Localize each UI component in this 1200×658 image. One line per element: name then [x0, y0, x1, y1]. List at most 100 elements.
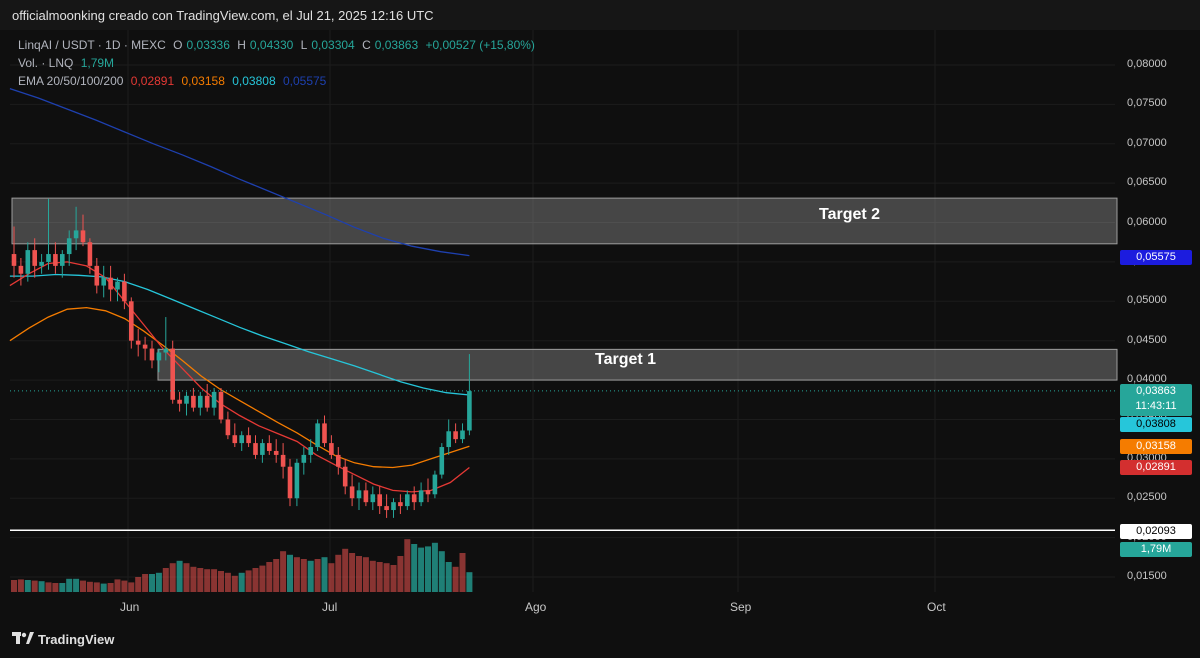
legend-volume: Vol. · LNQ 1,79M — [18, 56, 118, 70]
volume-bar — [80, 580, 86, 592]
volume-bar — [300, 559, 307, 592]
chart-header: officialmoonking creado con TradingView.… — [0, 0, 1200, 30]
volume-bar — [211, 569, 218, 592]
legend-change: +0,00527 (+15,80%) — [425, 38, 535, 52]
legend-ema200: 0,05575 — [282, 74, 327, 88]
candles — [11, 198, 472, 518]
volume-bar — [418, 547, 425, 592]
volume-bar — [314, 559, 321, 592]
candle-body — [432, 474, 438, 495]
volume-bar — [24, 580, 31, 592]
legend-ema20: 0,02891 — [130, 74, 175, 88]
legend-vol-value: 1,79M — [80, 56, 115, 70]
volume-bar — [11, 580, 17, 592]
candle-body — [198, 395, 203, 408]
legend-ema-label: EMA 20/50/100/200 — [18, 74, 124, 88]
volume-bar — [245, 570, 252, 592]
candle-body — [239, 435, 244, 444]
candle-body — [246, 435, 251, 444]
candle-body — [308, 447, 313, 455]
volume-bar — [273, 559, 280, 592]
volume-bar — [404, 539, 411, 592]
tradingview-footer[interactable]: TradingView — [12, 632, 114, 647]
volume-bar — [342, 548, 349, 592]
volume-bar — [397, 556, 404, 592]
volume-bar — [452, 566, 459, 592]
volume-bar — [135, 577, 142, 592]
volume-bar — [445, 562, 452, 592]
y-tick-label: 0,07000 — [1127, 136, 1167, 149]
candle-body — [398, 502, 403, 507]
volume-tag: 1,79M — [1120, 542, 1192, 557]
candle-body — [122, 281, 127, 302]
candle-body — [391, 502, 396, 511]
volume-bar — [369, 560, 376, 592]
volume-bar — [100, 583, 107, 592]
legend-l-value: 0,03304 — [311, 38, 355, 52]
volume-bar — [231, 575, 238, 592]
candle-body — [273, 450, 279, 455]
candle-body — [349, 486, 355, 499]
legend-vol-label: Vol. · LNQ — [18, 56, 74, 70]
volume-bar — [362, 557, 369, 592]
volume-bar — [38, 581, 45, 592]
candle-body — [411, 494, 417, 503]
volume-bar — [142, 574, 149, 592]
candle-body — [108, 277, 113, 290]
y-tick-label: 0,05000 — [1127, 294, 1167, 307]
candle-body — [191, 395, 196, 408]
candle-body — [460, 430, 465, 440]
candle-body — [453, 431, 458, 440]
volume-bar — [176, 560, 183, 592]
footer-brand: TradingView — [38, 632, 115, 647]
candle-body — [301, 454, 307, 463]
volume-bar — [114, 579, 121, 592]
legend-symbol: LinqAI / USDT · 1D · MEXC — [18, 38, 166, 52]
volume-bar — [190, 566, 197, 592]
volume-bar — [155, 572, 162, 592]
candle-body — [260, 443, 265, 455]
volume-bar — [425, 546, 431, 592]
candle-body — [163, 348, 169, 353]
candle-body — [467, 391, 472, 431]
ema100-price-tag: 0,03808 — [1120, 417, 1192, 432]
ema50-price-tag: 0,03158 — [1120, 439, 1192, 454]
grid — [10, 30, 1115, 592]
y-tick-label: 0,02500 — [1127, 491, 1167, 504]
volume-bar — [52, 583, 59, 592]
volume-bar — [128, 582, 135, 592]
x-tick-label: Sep — [730, 600, 752, 614]
candle-body — [170, 348, 175, 400]
volume-bar — [183, 563, 190, 592]
legend-o-label: O — [173, 38, 183, 52]
candle-body — [336, 454, 341, 467]
candle-body — [439, 447, 445, 475]
candle-body — [377, 494, 382, 507]
volume-bar — [31, 580, 38, 592]
volume-bar — [121, 580, 128, 592]
tradingview-logo-icon — [12, 632, 34, 647]
candle-body — [218, 391, 224, 420]
volume-bar — [266, 562, 273, 592]
volume-bar — [86, 581, 93, 592]
candle-body — [135, 340, 141, 345]
volume-bar — [411, 544, 418, 592]
volume-bar — [307, 560, 314, 592]
legend-ema: EMA 20/50/100/200 0,02891 0,03158 0,0380… — [18, 74, 330, 88]
candle-body — [11, 254, 17, 266]
ema20-line — [9, 261, 470, 493]
volume-bar — [335, 554, 342, 592]
volume-bar — [376, 562, 383, 592]
candle-body — [405, 494, 410, 507]
x-tick-label: Jul — [322, 600, 338, 614]
volume-bar — [224, 572, 231, 592]
candle-body — [32, 250, 37, 266]
ema-lines — [9, 87, 470, 493]
candle-body — [115, 281, 120, 290]
candle-body — [184, 395, 189, 404]
volume-bar — [162, 568, 169, 592]
ema200-line — [9, 87, 470, 257]
volume-bar — [390, 565, 397, 592]
ema50-line — [9, 306, 470, 469]
